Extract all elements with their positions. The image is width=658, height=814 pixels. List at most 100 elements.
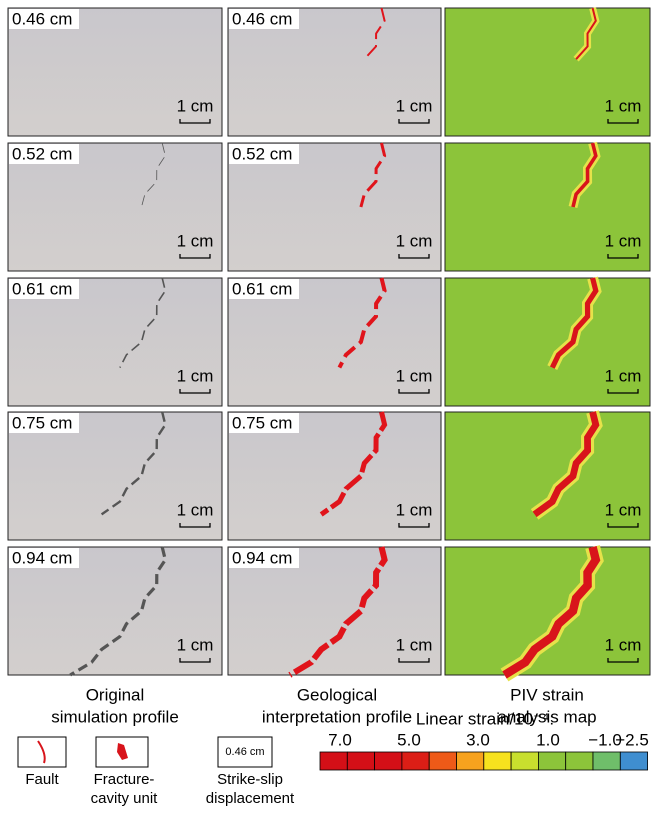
- panel: [444, 546, 651, 676]
- scale-bar-label: 1 cm: [177, 231, 214, 250]
- column-title: PIV strain: [510, 685, 584, 704]
- colorbar-tick-label: −2.5: [615, 730, 649, 749]
- panel: [444, 7, 651, 137]
- scale-bar: [607, 658, 639, 663]
- label-bg: [9, 9, 79, 29]
- scale-bar: [398, 254, 430, 259]
- label-bg: [229, 9, 299, 29]
- scale-bar-label: 1 cm: [177, 366, 214, 385]
- displacement-label: 0.75 cm: [232, 413, 292, 432]
- legend-label: Strike-slip: [217, 771, 283, 788]
- scale-bar-label: 1 cm: [396, 500, 433, 519]
- scale-bar-label: 1 cm: [396, 366, 433, 385]
- scale-bar: [607, 523, 639, 528]
- scale-bar-label: 1 cm: [177, 96, 214, 115]
- strain-band: [575, 7, 597, 60]
- colorbar-tick-label: −1.0: [588, 730, 622, 749]
- strain-band: [502, 545, 601, 679]
- panel: [7, 7, 223, 137]
- colorbar-segment: [428, 751, 457, 771]
- scale-bar: [398, 389, 430, 394]
- fracture-icon: [117, 743, 128, 760]
- panel: [7, 277, 223, 407]
- legend-label: Fracture-: [94, 771, 155, 788]
- colorbar-tick-label: 3.0: [466, 730, 490, 749]
- scale-bar: [179, 523, 211, 528]
- legend-label: displacement: [206, 790, 295, 807]
- displacement-label: 0.61 cm: [12, 279, 72, 298]
- label-bg: [229, 548, 299, 568]
- fault-trace: [319, 411, 388, 517]
- scale-bar-label: 1 cm: [605, 366, 642, 385]
- legend-box: [17, 736, 67, 768]
- column-title: simulation profile: [51, 707, 179, 726]
- colorbar-title: Linear strain/10⁻⁴:: [416, 709, 554, 728]
- label-bg: [229, 144, 299, 164]
- scale-bar: [607, 254, 639, 259]
- scale-bar: [398, 119, 430, 124]
- colorbar-tick-label: 7.0: [328, 730, 352, 749]
- panel: [7, 546, 223, 676]
- displacement-label: 0.94 cm: [232, 548, 292, 567]
- panel: [444, 142, 651, 272]
- label-bg: [9, 548, 79, 568]
- crack: [119, 277, 167, 368]
- label-bg: [229, 413, 299, 433]
- scale-bar: [179, 254, 211, 259]
- legend-box: [217, 736, 273, 768]
- strain-band: [571, 142, 598, 208]
- column-title: Original: [86, 685, 145, 704]
- label-bg: [9, 144, 79, 164]
- colorbar-segment: [483, 751, 512, 771]
- scale-bar: [398, 658, 430, 663]
- panel: [7, 411, 223, 541]
- panel: [227, 546, 442, 676]
- scale-bar: [607, 389, 639, 394]
- panel: [227, 277, 442, 407]
- scale-bar-label: 1 cm: [396, 231, 433, 250]
- panel: [444, 277, 651, 407]
- column-title: Geological: [297, 685, 377, 704]
- displacement-label: 0.75 cm: [12, 413, 72, 432]
- displacement-label: 0.46 cm: [232, 9, 292, 28]
- panel: [227, 411, 442, 541]
- colorbar-segment: [592, 751, 621, 771]
- colorbar-segment: [346, 751, 375, 771]
- colorbar-tick-label: 1.0: [536, 730, 560, 749]
- scale-bar: [179, 119, 211, 124]
- scale-bar-label: 1 cm: [605, 231, 642, 250]
- scale-bar-label: 1 cm: [177, 500, 214, 519]
- colorbar-segment: [401, 751, 430, 771]
- strain-band: [549, 277, 599, 369]
- scale-bar: [179, 658, 211, 663]
- colorbar-segment: [538, 751, 567, 771]
- colorbar-segment: [510, 751, 539, 771]
- displacement-label: 0.61 cm: [232, 279, 292, 298]
- strain-band: [532, 411, 600, 518]
- panel: [227, 142, 442, 272]
- colorbar-segment: [456, 751, 485, 771]
- panel: [227, 7, 442, 137]
- displacement-label: 0.52 cm: [232, 144, 292, 163]
- legend-label: Fault: [25, 771, 59, 788]
- scale-bar-label: 1 cm: [396, 635, 433, 654]
- colorbar-segment: [374, 751, 403, 771]
- column-title: analysis map: [497, 707, 596, 726]
- fault-trace: [337, 277, 387, 369]
- scale-bar: [398, 523, 430, 528]
- fault-trace: [363, 7, 386, 60]
- scale-bar-label: 1 cm: [605, 500, 642, 519]
- fault-trace: [359, 142, 387, 208]
- scale-bar-label: 1 cm: [605, 635, 642, 654]
- legend-sample: 0.46 cm: [225, 746, 264, 758]
- fault-icon: [37, 740, 46, 764]
- panel: [7, 142, 223, 272]
- legend-label: cavity unit: [91, 790, 159, 807]
- scale-bar: [607, 119, 639, 124]
- crack: [69, 546, 168, 677]
- crack: [100, 411, 167, 516]
- colorbar-segment: [319, 751, 348, 771]
- label-bg: [9, 279, 79, 299]
- fault-trace: [288, 546, 388, 678]
